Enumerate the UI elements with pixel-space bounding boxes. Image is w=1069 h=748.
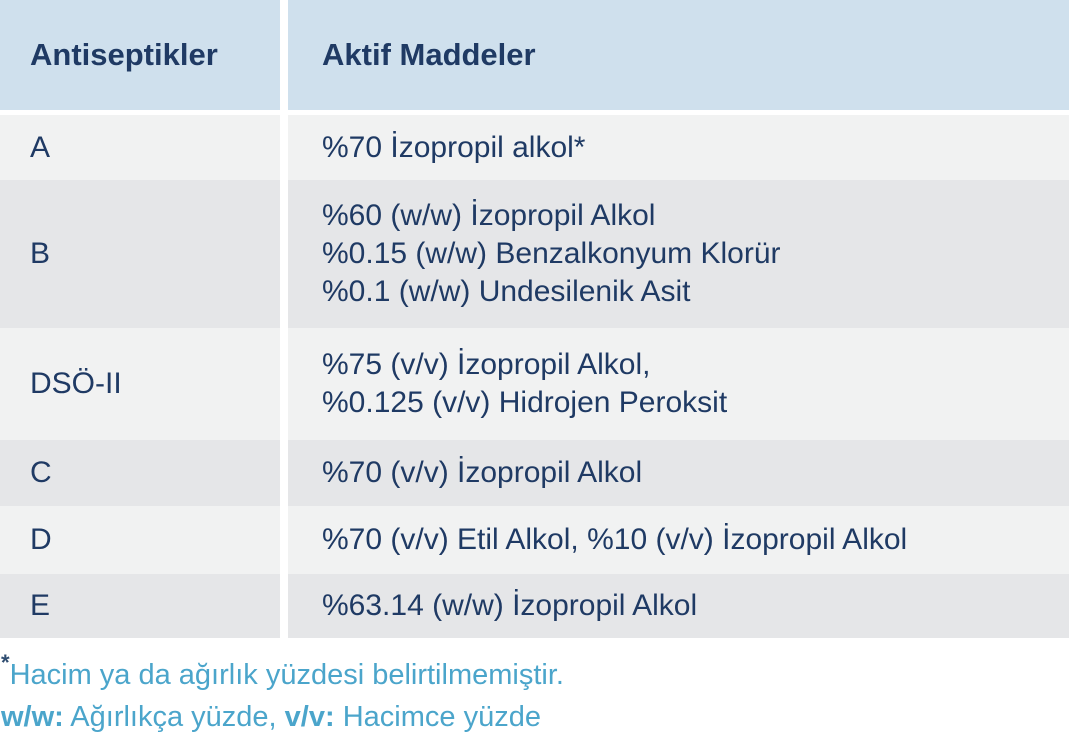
active-ingredient-line: %0.125 (v/v) Hidrojen Peroksit (322, 386, 728, 419)
antiseptics-table: Antiseptikler Aktif Maddeler A %70 İzopro… (0, 0, 1069, 638)
abbreviation-definition: Ağırlıkça yüzde, (63, 701, 285, 733)
active-ingredient-line: %63.14 (w/w) İzopropil Alkol (322, 589, 698, 622)
abbreviation-term: w/w: (1, 701, 64, 733)
table-row: E %63.14 (w/w) İzopropil Alkol (0, 574, 1069, 638)
antiseptic-name: C (0, 440, 280, 506)
table-row: B %60 (w/w) İzopropil Alkol %0.15 (w/w) Be… (0, 180, 1069, 328)
active-ingredients: %70 (v/v) İzopropil Alkol (288, 440, 1069, 506)
footnote-asterisk-line: *Hacim ya da ağırlık yüzdesi belirtilmem… (1, 652, 1069, 696)
antiseptic-name: E (0, 574, 280, 638)
active-ingredients: %63.14 (w/w) İzopropil Alkol (288, 574, 1069, 638)
active-ingredients-lines: %60 (w/w) İzopropil Alkol %0.15 (w/w) Ben… (322, 197, 781, 311)
table-row: D %70 (v/v) Etil Alkol, %10 (v/v) İzoprop… (0, 506, 1069, 574)
asterisk-marker: * (1, 650, 10, 675)
active-ingredients-lines: %70 (v/v) İzopropil Alkol (322, 454, 642, 492)
footnotes: *Hacim ya da ağırlık yüzdesi belirtilmem… (0, 652, 1069, 738)
column-header-aktif-maddeler: Aktif Maddeler (288, 0, 1069, 110)
active-ingredients: %75 (v/v) İzopropil Alkol, %0.125 (v/v) H… (288, 328, 1069, 440)
active-ingredients-lines: %70 (v/v) Etil Alkol, %10 (v/v) İzopropi… (322, 521, 907, 559)
antiseptic-name: A (0, 115, 280, 180)
abbreviation-definition: Hacimce yüzde (334, 701, 541, 733)
active-ingredients: %70 (v/v) Etil Alkol, %10 (v/v) İzopropi… (288, 506, 1069, 574)
table-row: DSÖ-II %75 (v/v) İzopropil Alkol, %0.125 (… (0, 328, 1069, 440)
table-header-row: Antiseptikler Aktif Maddeler (0, 0, 1069, 110)
abbreviation-term: v/v: (284, 701, 335, 733)
antiseptic-name: D (0, 506, 280, 574)
table-body: A %70 İzopropil alkol* B %60 (w/w) İzopropi… (0, 115, 1069, 638)
table-row: C %70 (v/v) İzopropil Alkol (0, 440, 1069, 506)
active-ingredient-line: %0.1 (w/w) Undesilenik Asit (322, 275, 691, 308)
active-ingredient-line: %70 (v/v) İzopropil Alkol (322, 456, 643, 489)
active-ingredients: %60 (w/w) İzopropil Alkol %0.15 (w/w) Ben… (288, 180, 1069, 328)
footnote-line1-text: Hacim ya da ağırlık yüzdesi belirtilmemi… (9, 659, 564, 691)
antiseptic-name: B (0, 180, 280, 328)
column-header-antiseptikler: Antiseptikler (0, 0, 280, 110)
active-ingredients-lines: %70 İzopropil alkol* (322, 129, 585, 167)
footnote-abbreviations-line: w/w: Ağırlıkça yüzde, v/v: Hacimce yüzde (1, 696, 1069, 738)
active-ingredient-line: %70 İzopropil alkol* (322, 130, 586, 164)
active-ingredients-lines: %63.14 (w/w) İzopropil Alkol (322, 587, 697, 625)
active-ingredients-lines: %75 (v/v) İzopropil Alkol, %0.125 (v/v) H… (322, 346, 727, 422)
active-ingredient-line: %0.15 (w/w) Benzalkonyum Klorür (322, 237, 781, 270)
active-ingredient-line: %60 (w/w) İzopropil Alkol (322, 199, 656, 232)
active-ingredients: %70 İzopropil alkol* (288, 115, 1069, 180)
antiseptic-name: DSÖ-II (0, 328, 280, 440)
active-ingredient-line: %70 (v/v) Etil Alkol, %10 (v/v) İzopropi… (322, 523, 908, 556)
table-row: A %70 İzopropil alkol* (0, 115, 1069, 180)
active-ingredient-line: %75 (v/v) İzopropil Alkol, (322, 348, 651, 381)
